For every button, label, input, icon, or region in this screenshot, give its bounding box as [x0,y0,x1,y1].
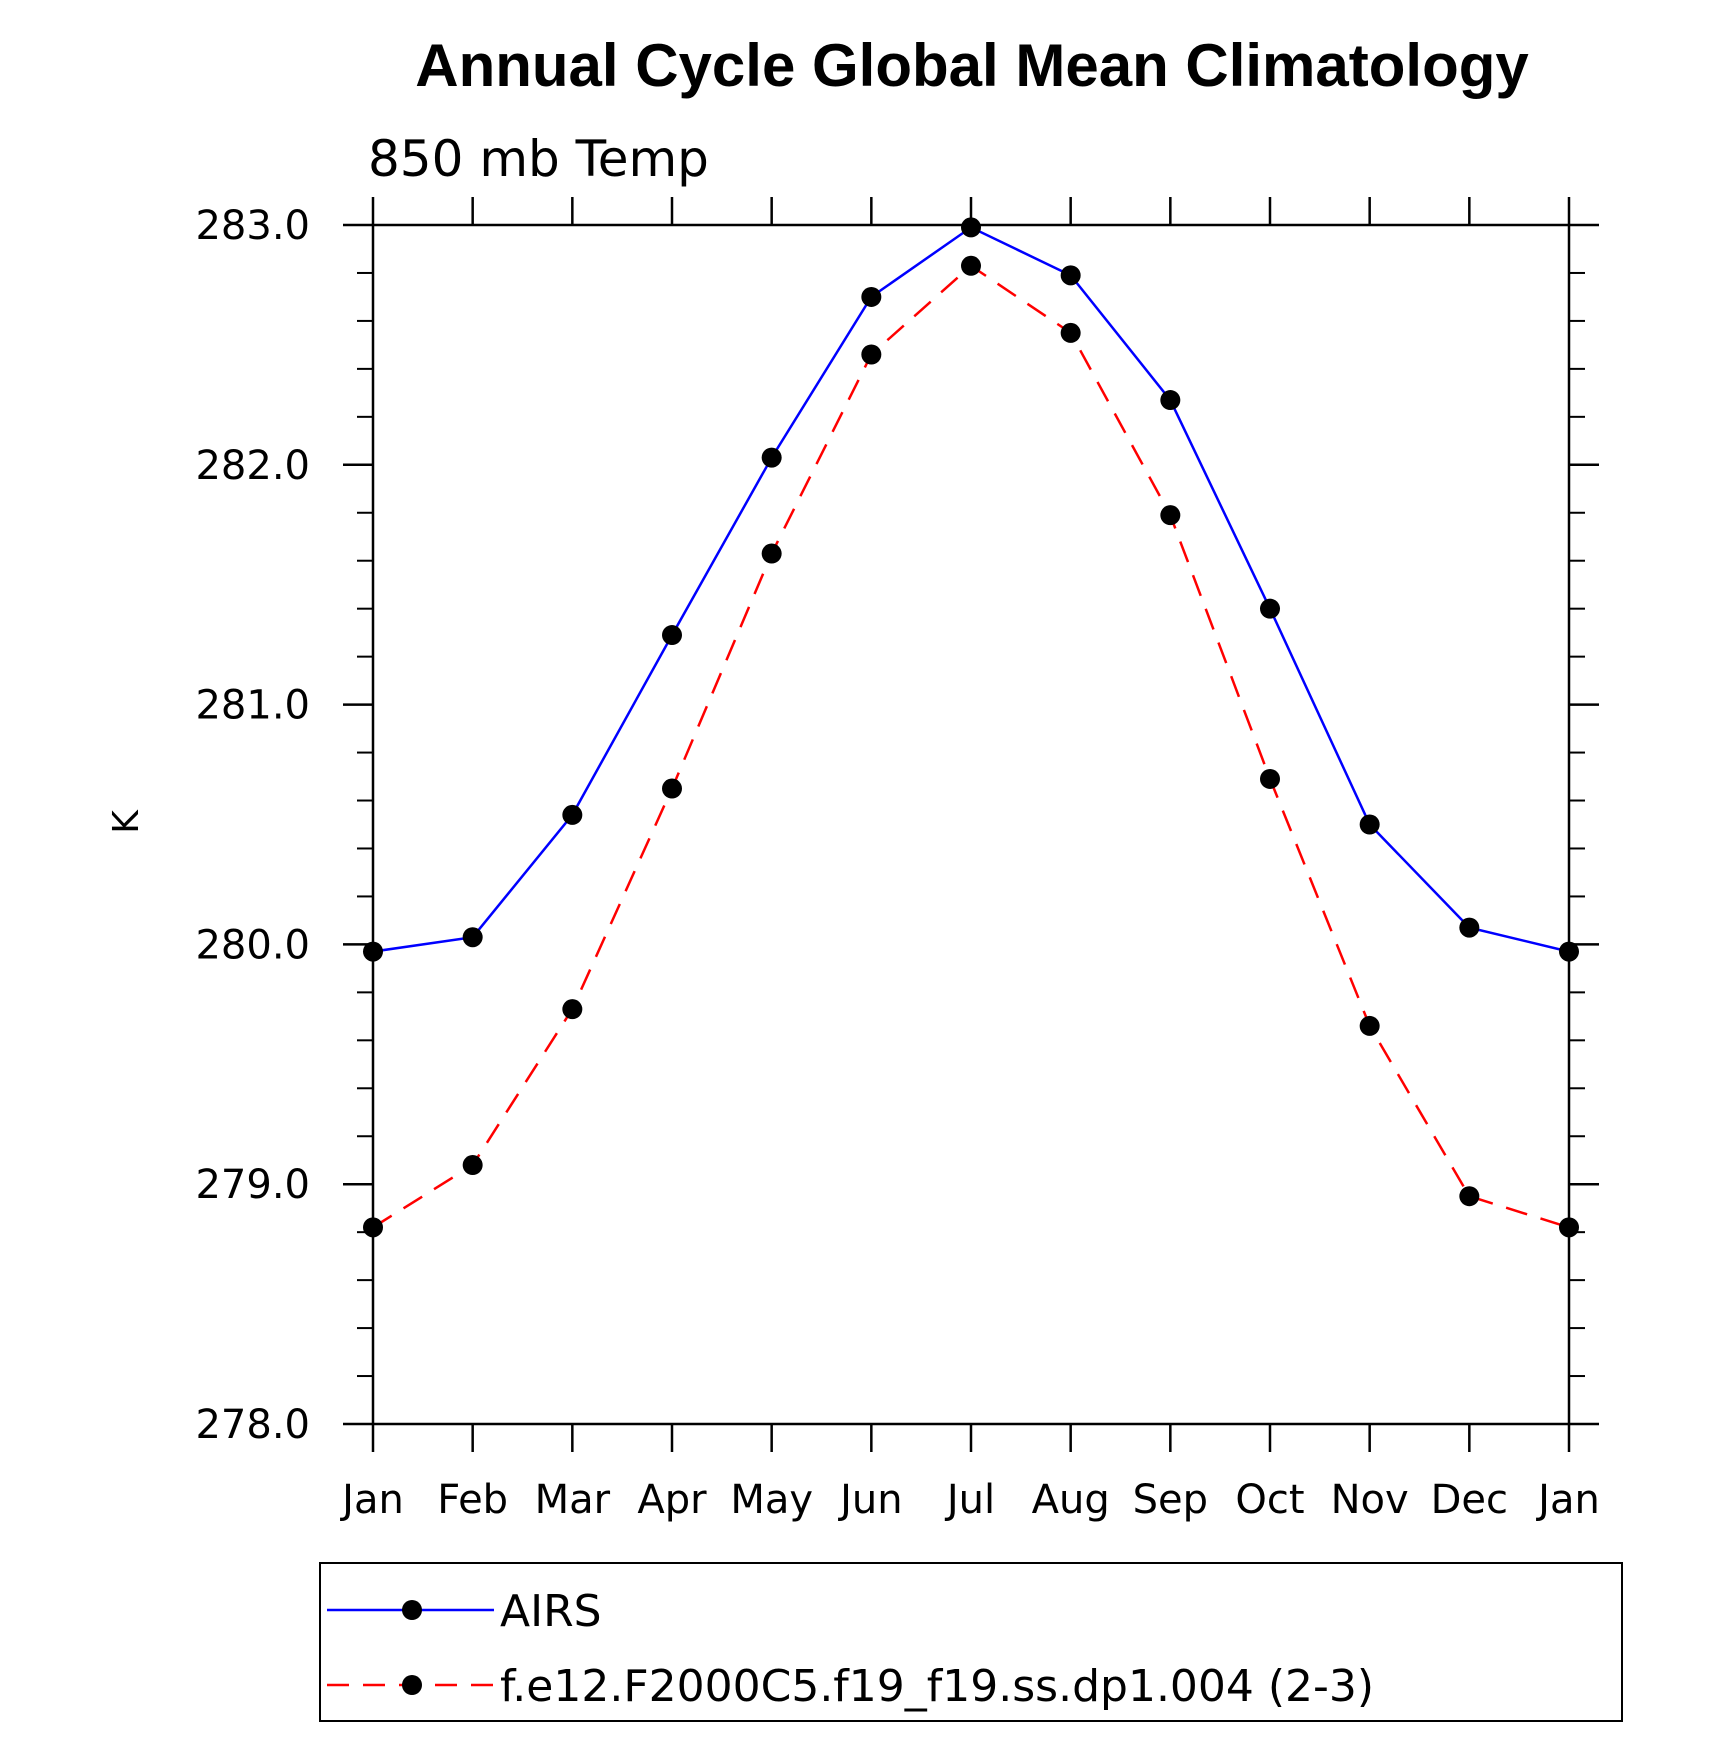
series-line-0 [372,225,1570,953]
series-1-point [1060,322,1081,343]
x-tick-label: Mar [535,1477,611,1523]
series-1-point [1260,768,1280,789]
x-tick-label: Jan [1535,1477,1600,1523]
axes: 278.0 279.0 280.0 281.0 282.0 283.0 Jan Feb Mar A… [195,197,1600,1523]
x-tick-label: Nov [1331,1477,1409,1523]
series-1-point [1559,1217,1579,1238]
series-1-point [761,543,782,564]
series-0-point [1160,390,1181,411]
series-group [363,217,1579,1238]
plot-frame [371,223,1571,1426]
series-0-point [662,625,682,646]
series-1-point [1359,1015,1380,1036]
x-tick-label: Jul [944,1477,995,1523]
x-tick-label: Dec [1431,1477,1508,1523]
x-tick-label: Jun [837,1477,903,1523]
series-1-point [662,778,682,799]
legend-box [319,1562,1623,1722]
legend-marker-model [402,1675,422,1695]
y-tick-label: 282.0 [195,443,310,489]
series-0-point [363,941,383,962]
legend-marker-airs [402,1600,422,1620]
series-1-point [961,255,981,276]
legend-label-airs: AIRS [500,1586,602,1637]
series-0-point [1060,265,1081,286]
series-0-point [1559,941,1579,962]
series-1-point [363,1217,383,1238]
legend: AIRS f.e12.F2000C5.f19_f19.ss.dp1.004 (2… [319,1562,1623,1722]
x-tick-label: Jan [339,1477,404,1523]
x-tick-label: Oct [1235,1477,1304,1523]
y-tick-label: 278.0 [195,1402,310,1448]
series-0-point [1459,917,1480,938]
series-0-point [462,927,483,948]
x-tick-label: Feb [437,1477,508,1523]
x-tick-label: Aug [1032,1477,1110,1523]
series-1-point [562,999,583,1020]
series-1-point [861,344,882,365]
y-tick-label: 283.0 [195,203,310,249]
series-0-point [1359,814,1380,835]
chart-title: Annual Cycle Global Mean Climatology [415,32,1529,99]
x-tick-label: May [730,1477,813,1523]
y-tick-label: 279.0 [195,1162,310,1208]
chart-subtitle: 850 mb Temp [368,130,709,188]
series-0-point [562,804,583,825]
legend-label-model: f.e12.F2000C5.f19_f19.ss.dp1.004 (2-3) [500,1661,1374,1712]
series-0-point [1260,598,1280,619]
series-0-point [961,217,981,238]
y-axis-label: K [106,809,147,834]
series-0-point [861,286,882,307]
series-line-1 [372,264,1570,1229]
series-1-point [462,1155,483,1176]
series-1-point [1459,1186,1480,1207]
x-tick-label: Apr [637,1477,707,1523]
y-tick-label: 280.0 [195,922,310,968]
series-0-point [761,447,782,468]
series-1-point [1160,505,1181,526]
y-tick-label: 281.0 [195,683,310,729]
x-tick-label: Sep [1133,1477,1208,1523]
